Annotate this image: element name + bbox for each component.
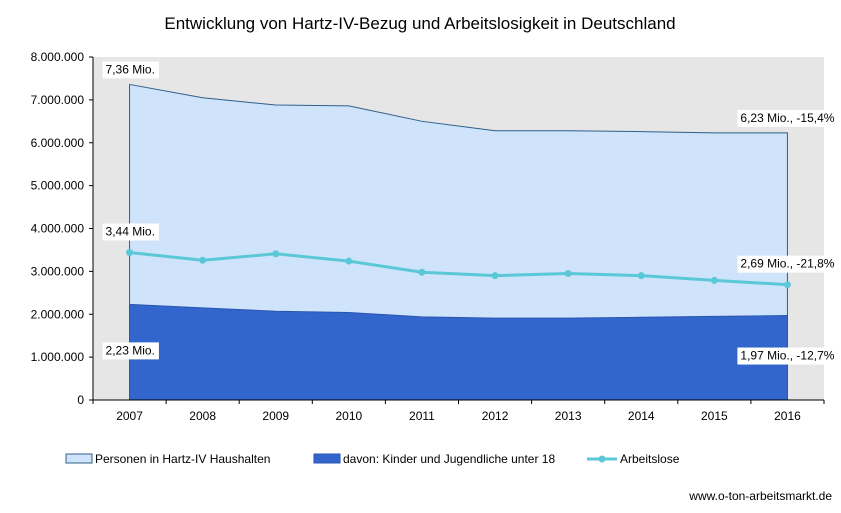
legend-item: Arbeitslose <box>587 452 680 466</box>
line-layer <box>126 249 791 289</box>
line-point <box>199 256 207 264</box>
y-tick-label: 4.000.000 <box>31 222 85 236</box>
legend: Personen in Hartz-IV Haushalten davon: Ki… <box>65 452 680 466</box>
x-tick-label: 2007 <box>116 409 143 423</box>
data-label: 2,69 Mio., -21,8% <box>737 255 839 273</box>
legend-marker <box>598 455 606 463</box>
data-label-text: 1,97 Mio., -12,7% <box>740 349 834 363</box>
line-point <box>783 281 791 289</box>
line-point <box>345 257 353 265</box>
y-tick-label: 5.000.000 <box>31 179 85 193</box>
legend-swatch <box>65 453 93 464</box>
y-tick-label: 7.000.000 <box>31 93 85 107</box>
x-tick-label: 2009 <box>262 409 289 423</box>
line-point <box>564 270 572 278</box>
area-layer <box>129 83 788 401</box>
data-label-text: 2,69 Mio., -21,8% <box>740 257 834 271</box>
y-tick-label: 1.000.000 <box>31 350 85 364</box>
data-label-box <box>102 342 159 360</box>
data-label-box <box>102 223 159 241</box>
x-tick-label: 2012 <box>482 409 509 423</box>
data-label-text: 6,23 Mio., -15,4% <box>740 111 834 125</box>
x-tick-label: 2015 <box>701 409 728 423</box>
data-label-text: 7,36 Mio. <box>106 62 155 76</box>
data-label-box <box>102 61 159 79</box>
data-label: 3,44 Mio. <box>102 223 159 241</box>
x-tick-label: 2011 <box>409 409 435 423</box>
line-series-2 <box>129 251 788 287</box>
data-label-text: 3,44 Mio. <box>106 225 155 239</box>
legend-label: davon: Kinder und Jugendliche unter 18 <box>343 452 555 466</box>
x-tick-label: 2014 <box>628 409 655 423</box>
x-tick-label: 2010 <box>335 409 362 423</box>
data-label-layer: 7,36 Mio. 6,23 Mio., -15,4% 3,44 Mio. 2,69 … <box>102 61 839 365</box>
line-point <box>418 268 426 276</box>
x-tick-label: 2013 <box>555 409 582 423</box>
x-tick-label: 2016 <box>774 409 801 423</box>
chart-title: Entwicklung von Hartz-IV-Bezug und Arbei… <box>164 14 675 33</box>
data-label: 2,23 Mio. <box>102 342 159 360</box>
legend-label: Personen in Hartz-IV Haushalten <box>95 452 270 466</box>
data-label: 1,97 Mio., -12,7% <box>737 347 839 365</box>
y-tick-label: 2.000.000 <box>31 307 85 321</box>
data-label: 6,23 Mio., -15,4% <box>737 109 839 127</box>
data-label-box <box>737 255 839 273</box>
source-credit: www.o-ton-arbeitsmarkt.de <box>688 489 832 503</box>
data-label: 7,36 Mio. <box>102 61 159 79</box>
y-tick-label: 6.000.000 <box>31 136 85 150</box>
line-point <box>272 250 280 258</box>
line-point <box>491 272 499 280</box>
y-tick-label: 8.000.000 <box>31 50 85 64</box>
legend-label: Arbeitslose <box>620 452 680 466</box>
legend-swatch <box>313 453 341 464</box>
data-label-box <box>737 347 839 365</box>
data-label-text: 2,23 Mio. <box>106 343 155 357</box>
y-tick-label: 3.000.000 <box>31 264 85 278</box>
line-point <box>637 272 645 280</box>
line-point <box>710 276 718 284</box>
area-series-1 <box>129 303 788 401</box>
axis-layer: 0 1.000.000 2.000.000 3.000.000 4.000.000 5.0… <box>31 50 825 423</box>
y-tick-label: 0 <box>77 393 84 407</box>
legend-item: Personen in Hartz-IV Haushalten <box>65 452 270 466</box>
line-point <box>126 249 134 257</box>
data-label-box <box>737 109 839 127</box>
x-tick-label: 2008 <box>189 409 216 423</box>
legend-item: davon: Kinder und Jugendliche unter 18 <box>313 452 555 466</box>
